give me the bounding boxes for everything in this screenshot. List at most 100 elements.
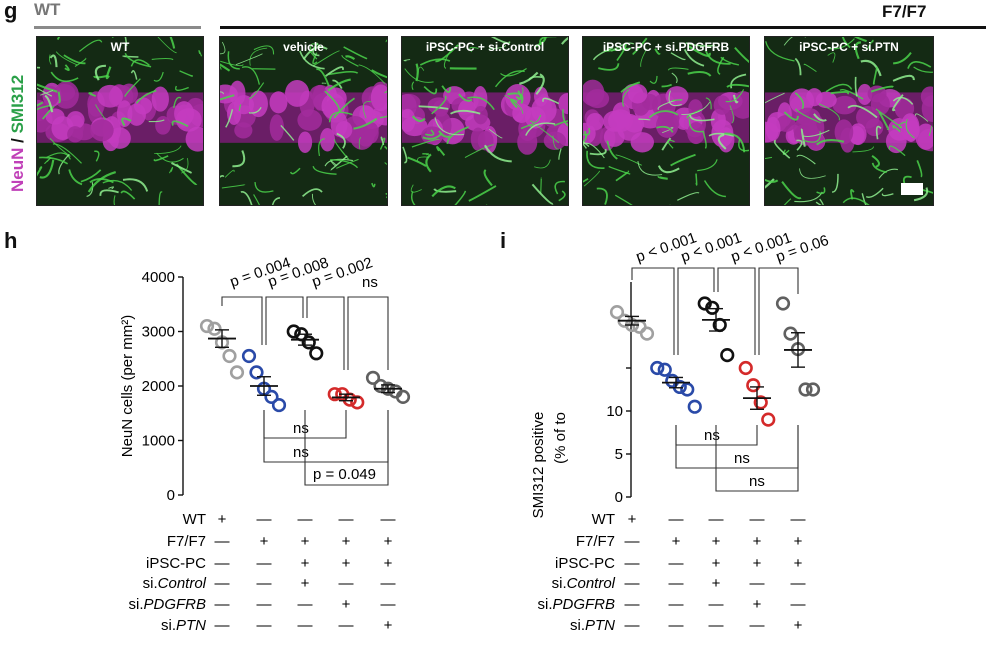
sign-i: — <box>625 617 640 634</box>
data-point-h <box>249 365 264 380</box>
sign-h: — <box>257 575 272 592</box>
bracket-h <box>347 296 389 370</box>
y-axis-label-i-line2: (% of to <box>552 412 569 464</box>
stat-label-h: ns <box>362 274 378 291</box>
sign-i: — <box>750 617 765 634</box>
sign-h: — <box>381 511 396 528</box>
sign-i: — <box>750 575 765 592</box>
sign-h: + <box>260 533 269 550</box>
sign-h: — <box>339 511 354 528</box>
row-label-i: si.Control <box>552 575 616 592</box>
sign-i: — <box>791 575 806 592</box>
sign-h: + <box>384 533 393 550</box>
micrograph-5: iPSC-PC + si.PTN <box>764 36 934 206</box>
micrograph-image <box>402 37 568 205</box>
sign-i: — <box>669 555 684 572</box>
micrograph-image <box>220 37 387 205</box>
sign-i: — <box>791 511 806 528</box>
data-point-i <box>639 326 655 341</box>
row-label-i: iPSC-PC <box>555 555 615 572</box>
y-axis-label-h: NeuN cells (per mm²) <box>119 315 136 458</box>
sign-i: — <box>625 555 640 572</box>
data-point-i <box>680 382 695 397</box>
data-point-i <box>609 305 625 320</box>
sign-h: — <box>257 555 272 572</box>
sign-i: — <box>750 511 765 528</box>
row-label-h: si.PTN <box>161 617 206 634</box>
data-point-i <box>672 379 687 395</box>
stat-label-h: ns <box>293 444 309 461</box>
row-label-i: si.PTN <box>570 617 615 634</box>
bracket-h <box>306 296 345 370</box>
sign-i: — <box>669 596 684 613</box>
micrograph-image <box>765 37 933 205</box>
micrograph-title: iPSC-PC + si.PTN <box>799 40 899 54</box>
data-point-i <box>687 399 702 414</box>
bracket-h <box>265 296 304 345</box>
sign-h: — <box>215 596 230 613</box>
scale-bar <box>901 183 923 195</box>
data-point-i <box>705 300 720 315</box>
data-point-h <box>264 389 279 405</box>
sign-h: — <box>298 511 313 528</box>
bracket-i <box>758 267 799 355</box>
micrograph-image <box>583 37 749 205</box>
sign-h: + <box>384 555 393 572</box>
sign-i: — <box>669 617 684 634</box>
sign-h: — <box>215 555 230 572</box>
sign-i: — <box>625 596 640 613</box>
sign-i: + <box>753 596 762 613</box>
data-point-i <box>720 348 735 363</box>
sign-h: — <box>215 533 230 550</box>
data-point-h <box>222 348 237 364</box>
sign-i: + <box>712 575 721 592</box>
stat-label-h: ns <box>293 420 309 437</box>
data-point-h <box>373 378 388 394</box>
sign-h: — <box>257 596 272 613</box>
sign-h: + <box>342 596 351 613</box>
bracket-i <box>717 267 756 355</box>
sign-h: + <box>384 617 393 634</box>
y-tick-label-i: 10 <box>606 403 623 420</box>
data-point-h <box>365 370 381 385</box>
sign-h: — <box>215 617 230 634</box>
sign-h: + <box>301 533 310 550</box>
row-label-h: WT <box>183 511 206 528</box>
data-point-i <box>761 412 776 427</box>
row-label-h: si.PDGFRB <box>128 596 206 613</box>
sign-h: — <box>339 617 354 634</box>
micrograph-title: WT <box>110 40 130 54</box>
micrograph-1: WT <box>36 36 204 206</box>
row-label-i: F7/F7 <box>576 533 615 550</box>
sign-i: + <box>672 533 681 550</box>
data-point-i <box>798 382 813 397</box>
sign-i: — <box>669 511 684 528</box>
sign-h: — <box>215 575 230 592</box>
data-point-h <box>229 365 245 380</box>
sign-i: — <box>709 511 724 528</box>
y-tick-label-h: 1000 <box>142 433 175 450</box>
data-point-i <box>753 395 768 410</box>
sign-h: — <box>298 596 313 613</box>
panel-g-label: g <box>4 0 18 23</box>
y-tick-label-h: 0 <box>167 487 175 504</box>
sign-i: — <box>625 575 640 592</box>
row-label-h: si.Control <box>143 575 207 592</box>
sign-i: — <box>709 596 724 613</box>
stat-label-i: ns <box>704 427 720 444</box>
micrograph-4: iPSC-PC + si.PDGFRB <box>582 36 750 206</box>
y-tick-label-i: 0 <box>615 489 623 506</box>
sign-h: + <box>342 533 351 550</box>
sign-h: — <box>257 617 272 634</box>
data-point-i <box>632 319 647 334</box>
data-point-i <box>783 326 798 341</box>
bracket-h <box>221 296 263 345</box>
micrograph-image <box>37 37 203 205</box>
y-tick-label-h: 4000 <box>142 269 175 286</box>
wt-header-bar <box>34 26 201 29</box>
y-axis-label-i-line1: SMI312 positive <box>530 412 547 519</box>
bracket-i <box>715 425 799 492</box>
sign-h: + <box>301 575 310 592</box>
sign-i: — <box>709 617 724 634</box>
y-tick-label-h: 2000 <box>142 378 175 395</box>
